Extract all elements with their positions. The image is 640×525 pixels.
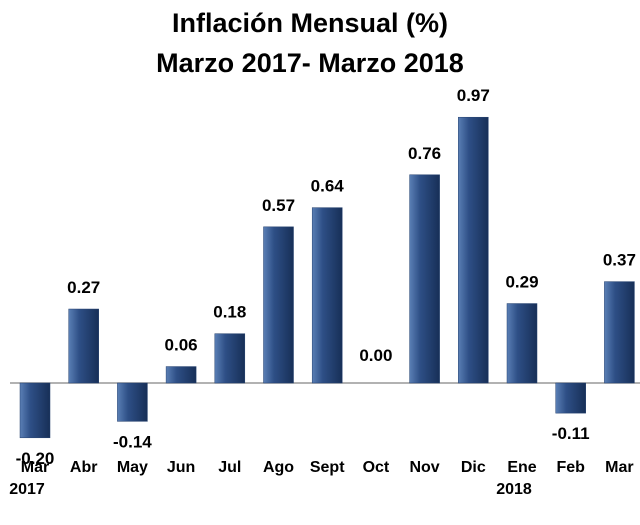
bar	[506, 303, 538, 384]
x-tick-label: Jul	[218, 459, 241, 476]
value-label: 0.27	[67, 278, 100, 297]
bar	[458, 116, 489, 384]
x-tick-label: Nov	[409, 459, 439, 476]
x-tick-label: Mar	[605, 459, 633, 476]
bar	[165, 366, 197, 384]
x-tick-label: Jun	[167, 459, 195, 476]
value-label: 0.00	[359, 346, 392, 365]
value-label: 0.06	[165, 336, 198, 355]
value-label: -0.11	[552, 424, 590, 443]
x-tick-label: 2018	[496, 481, 532, 498]
bar	[214, 333, 246, 384]
x-tick-label: Mar	[21, 459, 49, 476]
x-tick-label: May	[117, 459, 148, 476]
bar	[409, 174, 440, 384]
x-tick-label: Oct	[363, 459, 390, 476]
bar	[263, 226, 294, 384]
x-tick-label: Feb	[556, 459, 585, 476]
x-tick-label: 2017	[9, 481, 45, 498]
bar	[117, 382, 148, 422]
value-label: -0.14	[113, 432, 152, 451]
x-tick-label: Ago	[263, 459, 294, 476]
x-tick-label: Sept	[310, 459, 345, 476]
value-label: 0.64	[311, 177, 345, 196]
bar	[68, 308, 99, 384]
bar	[604, 281, 635, 384]
value-label: 0.97	[457, 86, 490, 105]
value-label: 0.18	[213, 303, 246, 322]
value-label: -0.20	[16, 449, 55, 468]
chart-subtitle: Marzo 2017- Marzo 2018	[156, 48, 464, 78]
value-label: 0.29	[505, 273, 538, 292]
x-tick-label: Abr	[70, 459, 98, 476]
bar	[19, 382, 51, 439]
value-label: 0.76	[408, 144, 441, 163]
chart-title: Inflación Mensual (%)	[172, 8, 448, 38]
x-tick-label: Ene	[507, 459, 536, 476]
value-label: 0.37	[603, 251, 636, 270]
x-tick-label: Dic	[461, 459, 486, 476]
bar	[311, 207, 343, 384]
value-label: 0.57	[262, 196, 295, 215]
bar	[555, 382, 586, 414]
